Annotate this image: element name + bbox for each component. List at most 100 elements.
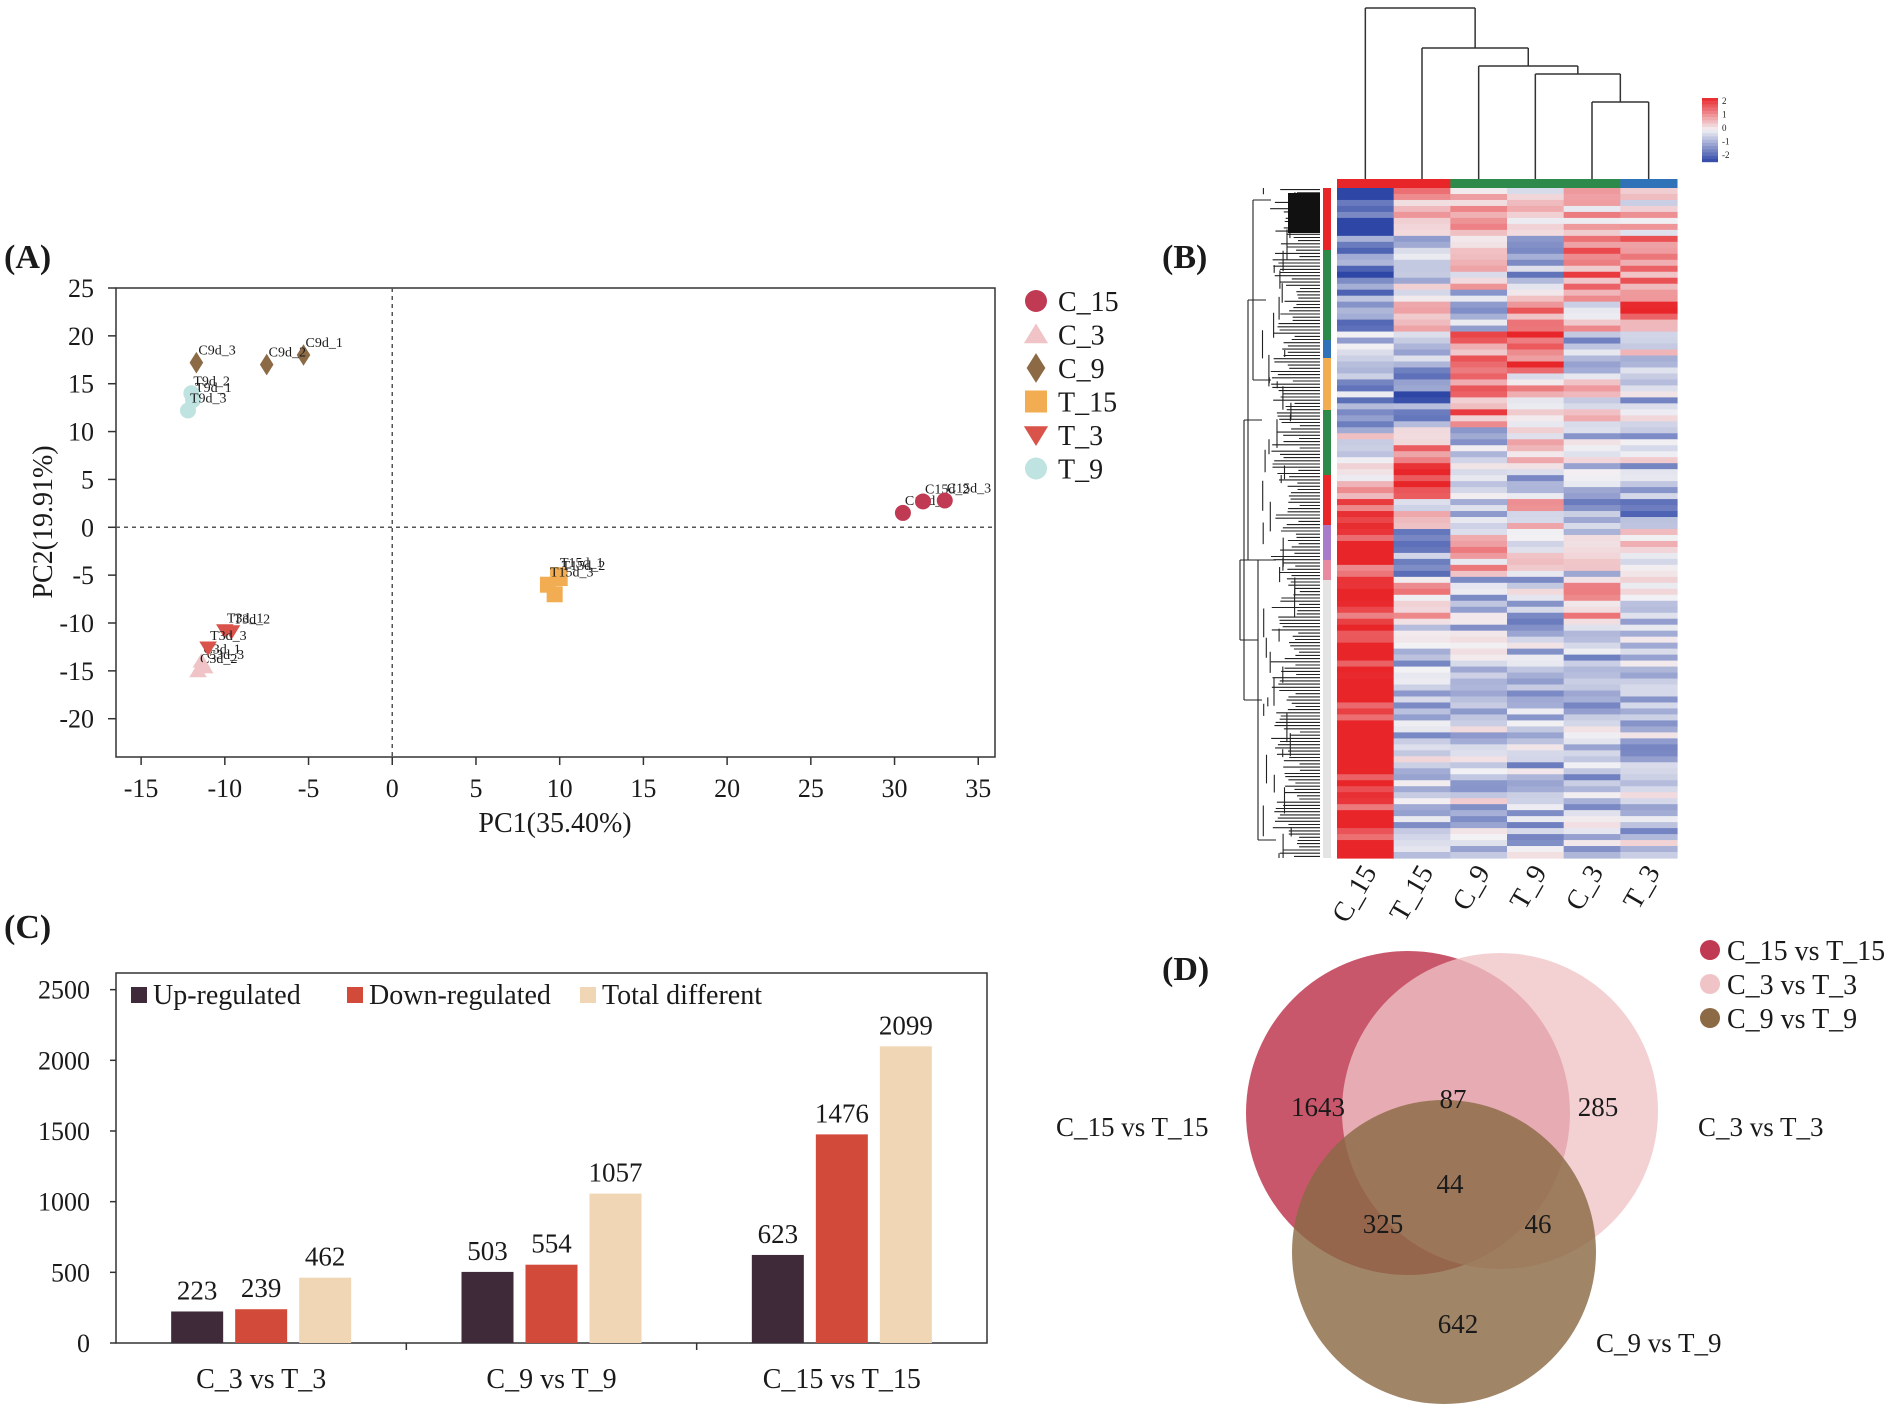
heatmap-cell <box>1620 301 1678 309</box>
color-scale-step <box>1702 158 1718 163</box>
heatmap-cell <box>1563 343 1621 351</box>
heatmap-cell <box>1337 816 1395 823</box>
heatmap-cell <box>1507 277 1565 285</box>
heatmap-cell <box>1450 612 1508 620</box>
heatmap-cell <box>1620 648 1678 656</box>
pca-y-tick-label: 0 <box>81 513 94 542</box>
heatmap-cell <box>1393 558 1451 566</box>
heatmap-cell <box>1620 511 1678 518</box>
heatmap-cell <box>1507 720 1565 727</box>
heatmap-cell <box>1563 804 1621 811</box>
heatmap-cell <box>1337 391 1395 398</box>
pca-point-label: C15d_3 <box>947 481 991 496</box>
heatmap-cell <box>1620 277 1678 285</box>
legend-label-c9: C_9 <box>1058 354 1105 385</box>
heatmap-cell <box>1393 576 1451 584</box>
heatmap-cell <box>1507 361 1565 369</box>
heatmap-cell <box>1337 702 1395 710</box>
color-scale-step <box>1702 136 1718 140</box>
heatmap-cell <box>1563 445 1621 452</box>
bar-value-label: 623 <box>758 1219 799 1249</box>
heatmap-cell <box>1507 582 1565 590</box>
heatmap-cell <box>1450 457 1508 464</box>
heatmap-cell <box>1620 720 1678 727</box>
heatmap-cell <box>1337 397 1395 404</box>
heatmap-cell <box>1450 828 1508 835</box>
heatmap-column-label: C_9 <box>1447 860 1497 916</box>
heatmap-cell <box>1450 253 1508 261</box>
pca-point-c15-marker <box>936 492 953 509</box>
heatmap-cell <box>1620 241 1678 249</box>
heatmap-cell <box>1563 666 1621 674</box>
heatmap-cell <box>1337 493 1395 500</box>
heatmap-cell <box>1337 684 1395 692</box>
pca-y-axis-label: PC2(19.91%) <box>28 445 59 598</box>
heatmap-cell <box>1337 367 1395 375</box>
heatmap-cell <box>1507 313 1565 321</box>
color-scale-step <box>1702 139 1718 143</box>
heatmap-cell <box>1507 666 1565 674</box>
row-cluster-segment <box>1323 410 1331 475</box>
heatmap-cell <box>1450 804 1508 811</box>
heatmap-cell <box>1337 337 1395 345</box>
heatmap-cell <box>1620 606 1678 614</box>
legend-swatch-total-different <box>580 987 596 1003</box>
heatmap-cell <box>1620 528 1678 536</box>
heatmap-cell <box>1393 720 1451 727</box>
heatmap-cell <box>1337 421 1395 428</box>
heatmap-cell <box>1450 421 1508 428</box>
pca-point-label: C9d_1 <box>306 336 343 351</box>
heatmap-cell <box>1337 750 1395 757</box>
heatmap-cell <box>1563 421 1621 428</box>
heatmap-cell <box>1563 511 1621 518</box>
heatmap-cell <box>1393 259 1451 267</box>
heatmap-cell <box>1393 307 1451 315</box>
pca-point-label: C3d_3 <box>207 648 244 663</box>
heatmap-cell <box>1450 487 1508 494</box>
heatmap-cell <box>1393 744 1451 751</box>
heatmap-cell <box>1507 546 1565 554</box>
heatmap-cell <box>1450 451 1508 458</box>
heatmap-cell <box>1507 570 1565 578</box>
heatmap-cell <box>1563 313 1621 321</box>
heatmap-cell <box>1337 774 1395 781</box>
heatmap-cell <box>1393 427 1451 434</box>
heatmap-cell <box>1393 337 1451 345</box>
heatmap-cell <box>1450 217 1508 225</box>
heatmap-cell <box>1563 822 1621 829</box>
heatmap-cell <box>1450 313 1508 321</box>
heatmap-cell <box>1620 415 1678 422</box>
color-scale-tick-label: -1 <box>1722 137 1730 147</box>
heatmap-cell <box>1393 235 1451 243</box>
heatmap-cell <box>1563 301 1621 309</box>
heatmap-cell <box>1563 570 1621 578</box>
heatmap-cell <box>1620 427 1678 434</box>
heatmap-cell <box>1393 481 1451 488</box>
heatmap-cell <box>1393 528 1451 536</box>
pca-point-label: T9d_2 <box>193 374 230 389</box>
heatmap-cell <box>1337 325 1395 333</box>
heatmap-cell <box>1337 738 1395 745</box>
heatmap-cell <box>1563 265 1621 273</box>
heatmap-cell <box>1337 768 1395 775</box>
pca-x-tick-label: 35 <box>965 774 991 803</box>
heatmap-cell <box>1563 546 1621 554</box>
heatmap-cell <box>1337 445 1395 452</box>
legend-label-t9: T_9 <box>1058 455 1103 486</box>
heatmap-cell <box>1450 397 1508 404</box>
bar-value-label: 503 <box>467 1236 508 1266</box>
color-scale-step <box>1702 130 1718 134</box>
heatmap-cell <box>1393 600 1451 608</box>
heatmap-cell <box>1450 283 1508 291</box>
heatmap-cell <box>1507 433 1565 440</box>
heatmap-cell <box>1563 361 1621 369</box>
heatmap-cell <box>1337 660 1395 668</box>
heatmap-cell <box>1507 576 1565 584</box>
pca-point-label: T15d_2 <box>562 559 606 574</box>
heatmap-cell <box>1337 540 1395 548</box>
heatmap-cell <box>1563 451 1621 458</box>
pca-point-c9-marker <box>296 344 311 366</box>
heatmap-cell <box>1507 259 1565 267</box>
heatmap-cell <box>1393 564 1451 572</box>
heatmap-cell <box>1450 642 1508 650</box>
